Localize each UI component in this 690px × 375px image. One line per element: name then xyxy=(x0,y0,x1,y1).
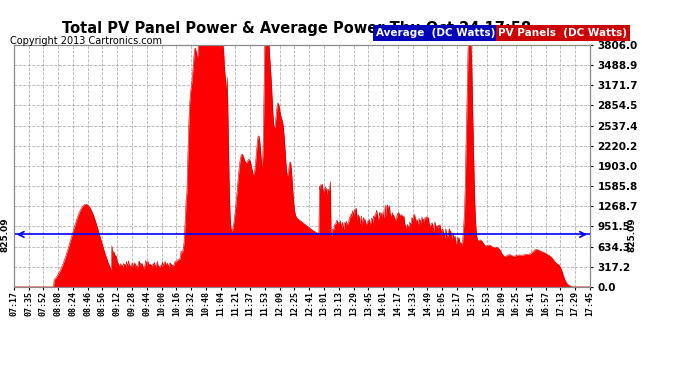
Text: 825.09: 825.09 xyxy=(627,217,636,252)
Text: Copyright 2013 Cartronics.com: Copyright 2013 Cartronics.com xyxy=(10,36,162,46)
Text: Average  (DC Watts): Average (DC Watts) xyxy=(376,28,495,38)
Text: 825.09: 825.09 xyxy=(0,217,9,252)
Text: PV Panels  (DC Watts): PV Panels (DC Watts) xyxy=(498,28,627,38)
Text: Total PV Panel Power & Average Power Thu Oct 24 17:58: Total PV Panel Power & Average Power Thu… xyxy=(62,21,531,36)
